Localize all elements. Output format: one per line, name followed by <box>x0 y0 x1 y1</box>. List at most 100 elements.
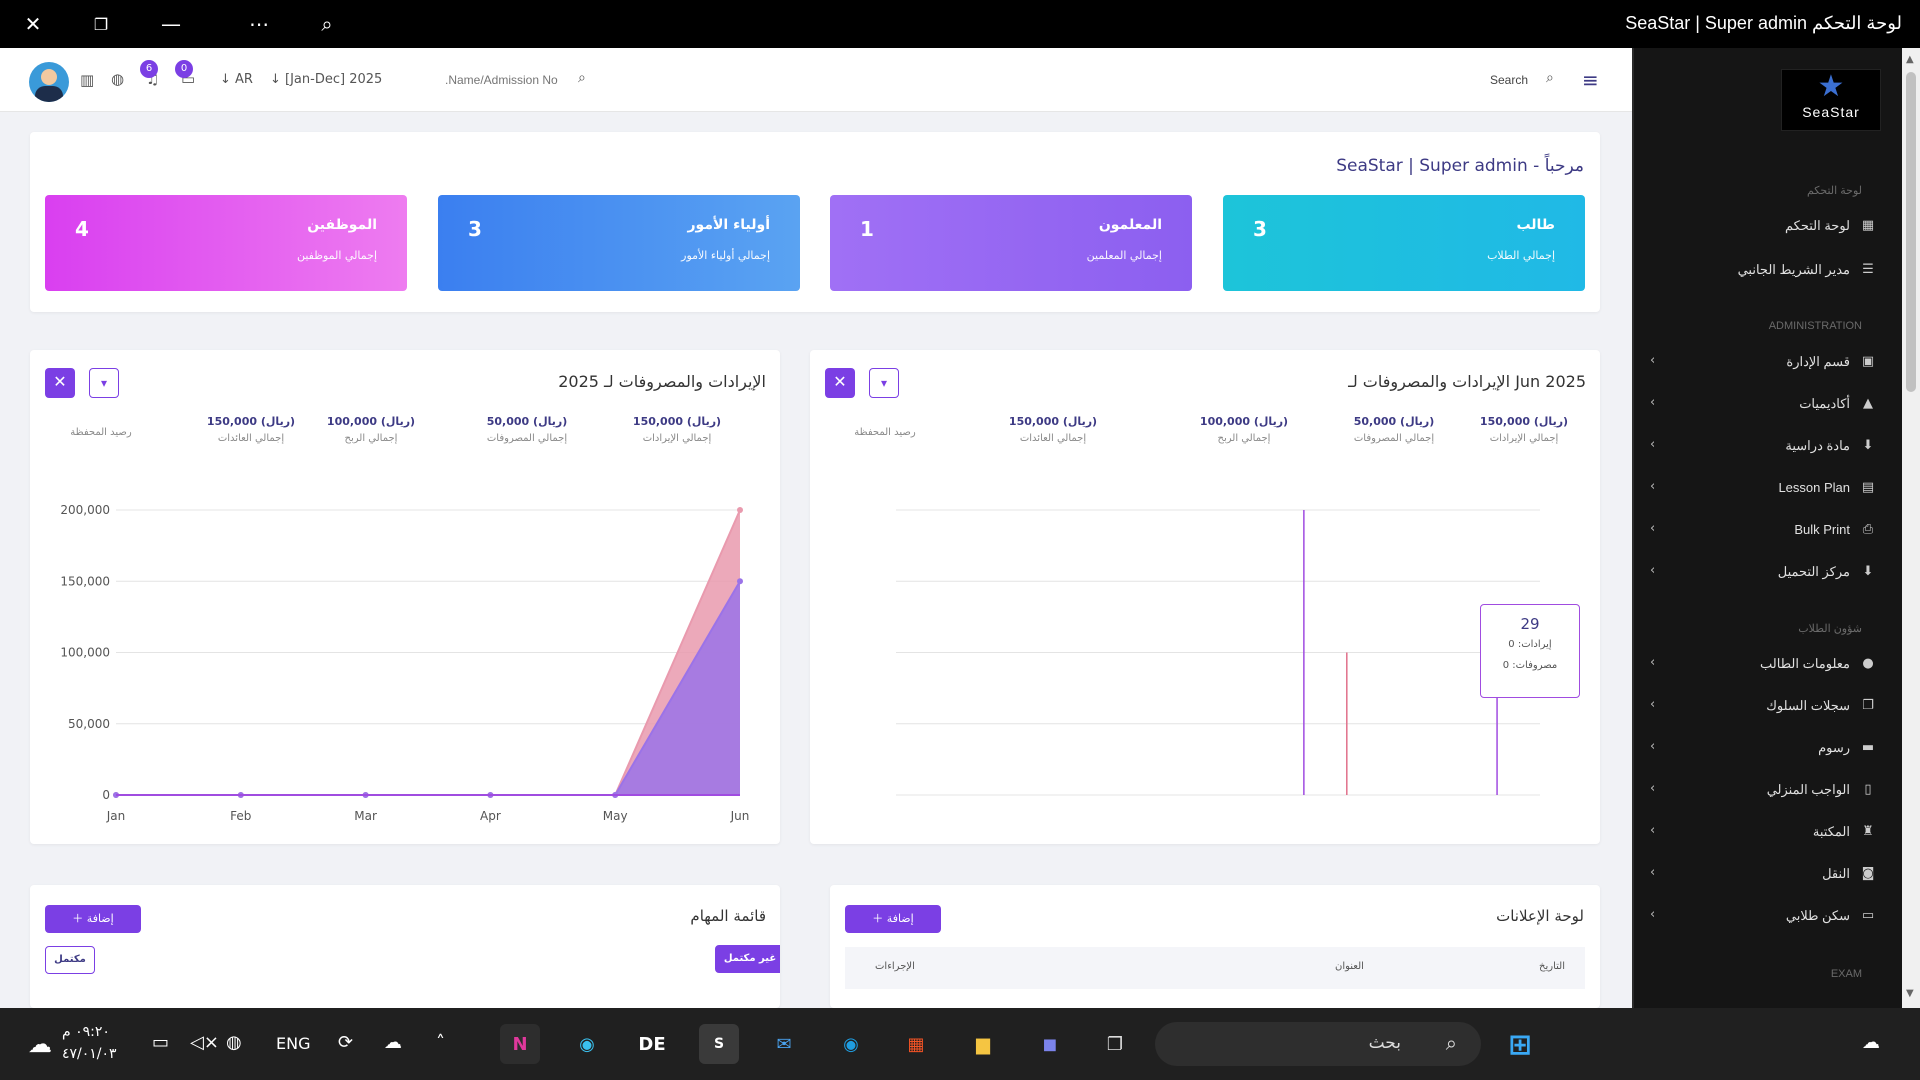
y-tick-label: 200,000 <box>60 503 110 517</box>
scroll-thumb[interactable] <box>1906 72 1916 392</box>
sidebar-item-bulk-print[interactable]: ‹ Bulk Print ⎙ <box>1634 515 1902 545</box>
notification-icon[interactable]: ☁ <box>1862 1032 1880 1053</box>
hamburger-icon[interactable]: ≡ <box>1582 68 1599 92</box>
page-scrollbar[interactable]: ▲ ▼ <box>1902 48 1920 1008</box>
restore-icon[interactable]: ❐ <box>93 14 109 34</box>
add-todo-button[interactable]: ＋ إضافة <box>45 905 141 933</box>
language-selector[interactable]: ↓ AR <box>220 72 253 87</box>
app-edge-icon[interactable]: ◉ <box>579 1033 595 1055</box>
weather-icon[interactable]: ☁ <box>28 1030 52 1058</box>
todo-title: قائمة المهام <box>690 907 766 925</box>
chevron-up-icon[interactable]: ˄ <box>436 1032 445 1053</box>
avatar[interactable] <box>29 62 69 102</box>
start-button-icon[interactable]: ⊞ <box>1508 1027 1532 1061</box>
sidebar-item-fees[interactable]: ‹ رسوم ▬ <box>1650 739 1875 755</box>
close-panel-button[interactable]: ✕ <box>825 368 855 398</box>
sidebar-item-study-material[interactable]: ‹ مادة دراسية ⬇ <box>1634 431 1902 461</box>
app-teams-icon[interactable]: ◼ <box>1042 1033 1058 1055</box>
taskbar-search-box[interactable]: بحث ⌕ <box>1155 1022 1481 1066</box>
chat-badge: 0 <box>175 60 193 78</box>
app-store-icon[interactable]: ▦ <box>907 1033 925 1055</box>
notice-board-panel: لوحة الإعلانات ＋ إضافة التاريخ العنوان ا… <box>830 885 1600 1008</box>
yearly-chart-panel: الإيرادات والمصروفات لـ 2025 ✕ ▾ 150,000… <box>30 350 780 844</box>
period-selector[interactable]: ↓ [Jan-Dec] 2025 <box>270 72 383 87</box>
sidebar-section-admin: ADMINISTRATION <box>1768 320 1862 332</box>
sidebar-item-transport[interactable]: ‹ النقل ◙ <box>1650 865 1875 881</box>
sidebar-item-behavior[interactable]: ‹ سجلات السلوك ❐ <box>1634 691 1902 721</box>
year-point <box>737 507 743 513</box>
mute-icon[interactable]: ◁× <box>190 1032 219 1053</box>
collapse-chevron-button[interactable]: ▾ <box>869 368 899 398</box>
more-icon[interactable]: ⋯ <box>249 12 269 36</box>
stat-card-teachers[interactable]: 1 المعلمون إجمالي المعلمين <box>830 195 1192 291</box>
collapse-chevron-button[interactable]: ▾ <box>89 368 119 398</box>
add-notice-button[interactable]: ＋ إضافة <box>845 905 941 933</box>
sidebar-item-admin-section[interactable]: ‹ قسم الإدارة ▣ <box>1650 353 1875 369</box>
month-summary-wallet: رصيد المحفظة <box>854 427 916 438</box>
sidebar-section-students: شؤون الطلاب <box>1798 623 1862 635</box>
search-label[interactable]: Search <box>1490 73 1529 87</box>
year-summary-revenue: 150,000 (ريال) إجمالي الإيرادات <box>632 415 722 444</box>
month-summary-revenue: 150,000 (ريال) إجمالي الإيرادات <box>1479 415 1569 444</box>
chevron-left-icon: ‹ <box>1650 823 1656 838</box>
notice-board-title: لوحة الإعلانات <box>1496 907 1584 925</box>
sidebar-item-library[interactable]: ‹ المكتبة ♜ <box>1634 817 1902 847</box>
scroll-down-icon[interactable]: ▼ <box>1906 988 1914 999</box>
x-tick-label: Jun <box>730 809 750 823</box>
stat-card-students[interactable]: 3 طالب إجمالي الطلاب <box>1223 195 1585 291</box>
app-s-icon[interactable]: S <box>699 1024 739 1064</box>
globe-icon[interactable]: ◍ <box>111 70 125 88</box>
app-explorer-icon[interactable]: ▆ <box>976 1033 990 1055</box>
sidebar-item-student-info[interactable]: ‹ معلومات الطالب ● <box>1634 649 1902 679</box>
close-icon[interactable]: ✕ <box>24 12 42 36</box>
tooltip-expense: مصروفات: 0 <box>1502 660 1558 671</box>
year-summary-expenses: 50,000 (ريال) إجمالي المصروفات <box>486 415 568 444</box>
sidebar-item-dormitory[interactable]: ‹ سكن طلابي ▭ <box>1650 907 1875 923</box>
window-titlebar: ✕ ❐ — ⋯ ⌕ SeaStar | Super admin لوحة الت… <box>0 0 1920 48</box>
chart-icon[interactable]: ▥ <box>80 71 95 89</box>
year-summary-wallet: رصيد المحفظة <box>70 427 132 438</box>
search-icon[interactable]: ⌕ <box>578 70 586 86</box>
clock-date[interactable]: ٤٧/٠١/٠٣ <box>62 1046 117 1062</box>
welcome-title: مرحباً - SeaStar | Super admin <box>1336 156 1584 176</box>
admission-search-input[interactable] <box>445 66 585 94</box>
chevron-left-icon: ‹ <box>1650 395 1656 410</box>
battery-icon[interactable]: ▭ <box>152 1032 170 1053</box>
sidebar-item-academics[interactable]: ‹ أكاديميات ▲ <box>1634 389 1902 419</box>
app-edge-2-icon[interactable]: ◉ <box>843 1033 859 1055</box>
complete-tab[interactable]: مكتمل <box>45 946 95 974</box>
sidebar-item-lesson-plan[interactable]: ‹ Lesson Plan ▤ <box>1650 479 1875 495</box>
sidebar-item-dashboard[interactable]: لوحة التحكم ▦ <box>1784 218 1875 233</box>
sidebar-section-dashboard: لوحة التحكم <box>1806 185 1862 197</box>
sidebar-item-download-center[interactable]: ‹ مركز التحميل ⬇ <box>1634 557 1902 587</box>
stat-card-parents[interactable]: 3 أولياء الأمور إجمالي أولياء الأمور <box>438 195 800 291</box>
welcome-card: مرحباً - SeaStar | Super admin 3 طالب إج… <box>30 132 1600 312</box>
period-label: [Jan-Dec] 2025 <box>285 72 383 87</box>
windows-taskbar: ☁ ٠٩:٢٠ م ٤٧/٠١/٠٣ ▭ ◁× ◍ ENG ⟳ ☁ ˄ N ◉ … <box>0 1008 1920 1080</box>
app-notion-icon[interactable]: N <box>500 1024 540 1064</box>
clock-time[interactable]: ٠٩:٢٠ م <box>62 1024 110 1040</box>
app-mail-icon[interactable]: ✉ <box>776 1033 792 1055</box>
stat-card-staff[interactable]: 4 الموظفين إجمالي الموظفين <box>45 195 407 291</box>
app-de-icon[interactable]: DE <box>638 1033 666 1055</box>
top-navbar: ▥ ◍ ♫ 6 ▭ 0 ↓ AR ↓ [Jan-Dec] 2025 ⌕ Sear… <box>0 48 1632 112</box>
chart-tooltip: 29 إيرادات: 0 مصروفات: 0 <box>1480 604 1580 698</box>
chevron-left-icon: ‹ <box>1650 521 1656 536</box>
monthly-chart <box>896 509 1540 796</box>
minimize-icon[interactable]: — <box>161 12 181 36</box>
network-icon[interactable]: ◍ <box>226 1032 242 1053</box>
onedrive-icon[interactable]: ☁ <box>384 1032 402 1053</box>
sync-icon[interactable]: ⟳ <box>338 1032 354 1053</box>
app-multitask-icon[interactable]: ❐ <box>1106 1033 1124 1055</box>
incomplete-tab[interactable]: غير مكتمل <box>715 945 780 973</box>
search-icon-right[interactable]: ⌕ <box>1546 70 1554 86</box>
input-language[interactable]: ENG <box>276 1034 311 1053</box>
col-actions: الإجراءات <box>875 961 915 972</box>
sidebar-item-homework[interactable]: ‹ الواجب المنزلي ▯ <box>1634 775 1902 805</box>
close-panel-button[interactable]: ✕ <box>45 368 75 398</box>
zoom-icon[interactable]: ⌕ <box>321 12 333 36</box>
sidebar: ★ SeaStar لوحة التحكم لوحة التحكم ▦ مدير… <box>1634 48 1902 1008</box>
scroll-up-icon[interactable]: ▲ <box>1906 54 1914 65</box>
list-icon: ☰ <box>1862 262 1874 277</box>
sidebar-item-sidebar-manager[interactable]: مدير الشريط الجانبي ☰ <box>1634 255 1902 285</box>
